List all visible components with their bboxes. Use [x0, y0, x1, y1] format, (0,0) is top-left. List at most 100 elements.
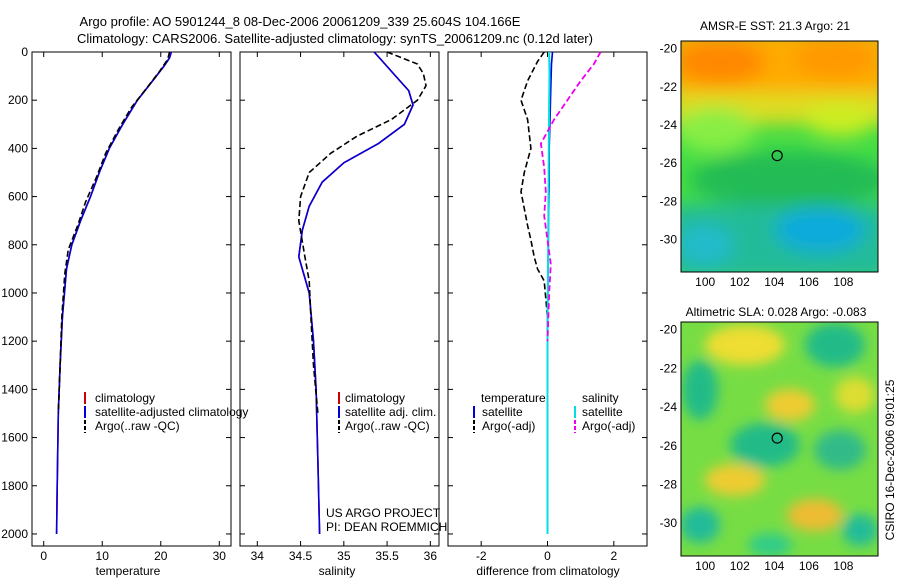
y-tick-label: 200: [8, 93, 28, 107]
temperature-legend: climatology satellite-adjusted climatolo…: [84, 391, 248, 433]
sla-y-tick-label: -30: [660, 516, 678, 530]
sst-y-tick-label: -24: [660, 118, 678, 132]
sla-y-tick-label: -24: [660, 400, 678, 414]
sst-float-marker: [771, 150, 783, 162]
x-tick-label: 0: [544, 549, 551, 563]
x-tick-label: 35: [337, 549, 351, 563]
sla-low-east: [814, 430, 866, 470]
sla-x-tick-label: 106: [799, 559, 819, 573]
sla-y-tick-label: -28: [660, 477, 678, 491]
series-line-satellite-adj-clim-: [297, 51, 414, 535]
sla-low-ne: [805, 323, 865, 367]
y-tick-label: 1800: [1, 479, 28, 493]
series-line-argo-raw-qc-: [297, 51, 427, 414]
legend-label-argo: Argo(..raw -QC): [95, 419, 180, 433]
series-line-satellite-adjusted-climatology: [55, 51, 173, 535]
series-line-salinity-argo-adj-: [540, 51, 602, 342]
series-line-argo-raw-qc-: [57, 51, 171, 414]
x-tick-label: 36: [424, 549, 438, 563]
sla-high-centre: [765, 389, 815, 421]
credit-vertical: CSIRO 16-Dec-2006 09:01:25: [883, 379, 897, 540]
sst-x-tick-label: 104: [764, 275, 784, 289]
legend-label-satellite: satellite-adjusted climatology: [95, 405, 248, 419]
x-tick-label: 34: [251, 549, 265, 563]
difference-xlabel: difference from climatology: [476, 564, 619, 578]
sla-x-tick-label: 100: [695, 559, 715, 573]
y-tick-label: 800: [8, 238, 28, 252]
sla-low-centre: [730, 423, 800, 467]
sla-y-tick-label: -22: [660, 361, 678, 375]
legend-header-temperature: temperature: [481, 391, 546, 405]
sst-x-tick-label: 108: [833, 275, 853, 289]
x-tick-label: 20: [154, 549, 168, 563]
x-tick-label: 2: [610, 549, 617, 563]
series-line-climatology: [55, 51, 173, 535]
sst-x-tick-label: 102: [730, 275, 750, 289]
profile-lines-layer: [55, 51, 602, 535]
figure-title-line1: Argo profile: AO 5901244_8 08-Dec-2006 2…: [80, 14, 521, 29]
sla-low-sw: [681, 507, 720, 543]
sst-mid-green: [690, 152, 878, 208]
sla-x-tick-label: 108: [833, 559, 853, 573]
legend-label-temp-argo: Argo(-adj): [482, 419, 535, 433]
sla-float-marker: [771, 432, 783, 444]
figure-title-line2: Climatology: CARS2006. Satellite-adjuste…: [77, 31, 593, 46]
difference-legend: temperature salinity satellite Argo(-adj…: [473, 391, 635, 433]
sst-warm-core: [681, 41, 765, 84]
y-tick-label: 1000: [1, 286, 28, 300]
sst-light-green-east: [805, 104, 875, 136]
sla-heatmap: [681, 322, 878, 556]
temperature-xlabel: temperature: [96, 564, 161, 578]
sla-high-east: [835, 377, 875, 413]
legend-label-argo: Argo(..raw -QC): [345, 419, 430, 433]
sla-high-north: [705, 325, 785, 365]
sst-light-green: [681, 108, 755, 152]
legend-label-satellite: satellite adj. clim.: [345, 405, 436, 419]
sla-map-frame: [680, 321, 879, 557]
y-tick-label: 2000: [1, 527, 28, 541]
sla-x-tick-label: 104: [764, 559, 784, 573]
sst-y-tick-label: -26: [660, 156, 678, 170]
sst-y-tick-label: -28: [660, 194, 678, 208]
sst-map-frame: [680, 40, 879, 273]
temperature-panel-frame: [31, 51, 232, 547]
sla-x-tick-label: 102: [730, 559, 750, 573]
sla-high-south: [787, 499, 843, 531]
salinity-xlabel: salinity: [319, 564, 356, 578]
x-tick-label: 30: [213, 549, 227, 563]
salinity-panel-frame: [239, 51, 440, 547]
series-line-temperature-argo-adj-: [520, 51, 549, 414]
sst-y-tick-label: -22: [660, 80, 678, 94]
legend-label-temp-satellite: satellite: [482, 405, 523, 419]
sla-low-west: [682, 360, 718, 420]
sla-y-tick-label: -20: [660, 323, 678, 337]
x-tick-label: 35.5: [375, 549, 399, 563]
project-line2: PI: DEAN ROEMMICH: [326, 520, 447, 534]
y-tick-label: 1200: [1, 334, 28, 348]
sst-y-tick-label: -30: [660, 233, 678, 247]
salinity-legend: climatology satellite adj. clim. Argo(..…: [338, 391, 436, 433]
y-tick-label: 0: [21, 45, 28, 59]
x-tick-label: 34.5: [289, 549, 313, 563]
series-line-climatology: [297, 51, 414, 535]
sst-cold-pool-west: [681, 225, 733, 265]
project-line1: US ARGO PROJECT: [326, 506, 441, 520]
x-tick-label: 0: [40, 549, 47, 563]
sla-y-tick-label: -26: [660, 439, 678, 453]
series-line-salinity-satellite: [546, 51, 551, 534]
y-tick-label: 600: [8, 190, 28, 204]
sla-low-se: [842, 514, 878, 546]
sst-warm-core-east: [795, 41, 875, 78]
legend-header-salinity: salinity: [582, 391, 619, 405]
y-tick-label: 1400: [1, 382, 28, 396]
sla-map-title: Altimetric SLA: 0.028 Argo: -0.083: [686, 305, 867, 319]
sst-heatmap: [681, 41, 878, 272]
y-tick-label: 400: [8, 141, 28, 155]
sst-x-tick-label: 100: [695, 275, 715, 289]
sla-low-south: [748, 533, 792, 556]
sst-x-tick-label: 106: [799, 275, 819, 289]
sst-map-title: AMSR-E SST: 21.3 Argo: 21: [700, 19, 850, 33]
legend-label-sal-satellite: satellite: [582, 405, 623, 419]
legend-label-climatology: climatology: [345, 391, 405, 405]
